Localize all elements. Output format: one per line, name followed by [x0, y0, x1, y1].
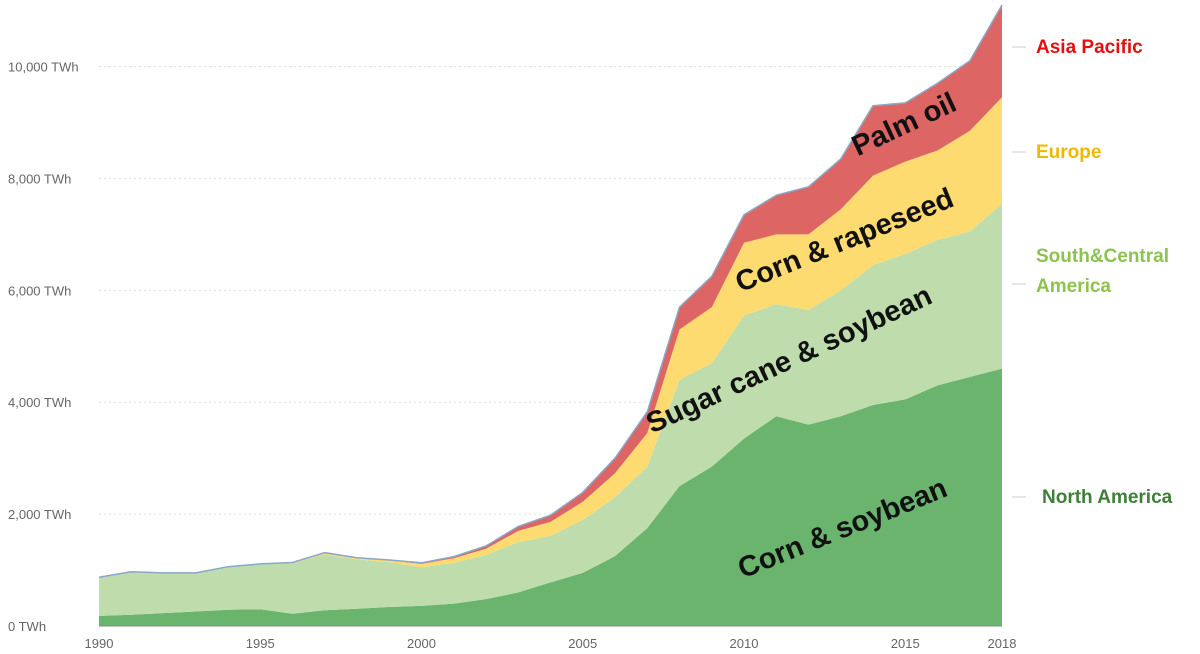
x-tick-label: 1990	[85, 636, 114, 651]
x-tick-label: 2010	[730, 636, 759, 651]
legend-north-america: North America	[1042, 487, 1173, 508]
legend-south-central-america: South&Central America	[1036, 246, 1169, 297]
x-tick-label: 1995	[246, 636, 275, 651]
x-tick-label: 2000	[407, 636, 436, 651]
axis-layer: 0 TWh 2,000 TWh 4,000 TWh 6,000 TWh 8,000 TW…	[8, 60, 1016, 651]
y-tick-label: 10,000 TWh	[8, 60, 79, 75]
x-tick-label: 2005	[568, 636, 597, 651]
y-tick-label: 6,000 TWh	[8, 283, 71, 298]
area-south-central-america	[99, 203, 1002, 616]
legend-europe: Europe	[1036, 142, 1101, 163]
y-tick-label: 2,000 TWh	[8, 507, 71, 522]
y-tick-label: 4,000 TWh	[8, 395, 71, 410]
grid-layer	[99, 66, 1002, 515]
x-tick-label: 2018	[988, 636, 1017, 651]
total-outline	[98, 4, 1003, 579]
x-tick-label: 2015	[891, 636, 920, 651]
area-north-america	[99, 368, 1002, 626]
y-tick-label: 8,000 TWh	[8, 171, 71, 186]
legend-south-central-line2: America	[1036, 276, 1111, 297]
y-tick-label: 0 TWh	[8, 619, 46, 634]
area-layer	[98, 4, 1003, 626]
legend-south-central-line1: South&Central	[1036, 246, 1169, 267]
legend-asia-pacific: Asia Pacific	[1036, 37, 1143, 58]
